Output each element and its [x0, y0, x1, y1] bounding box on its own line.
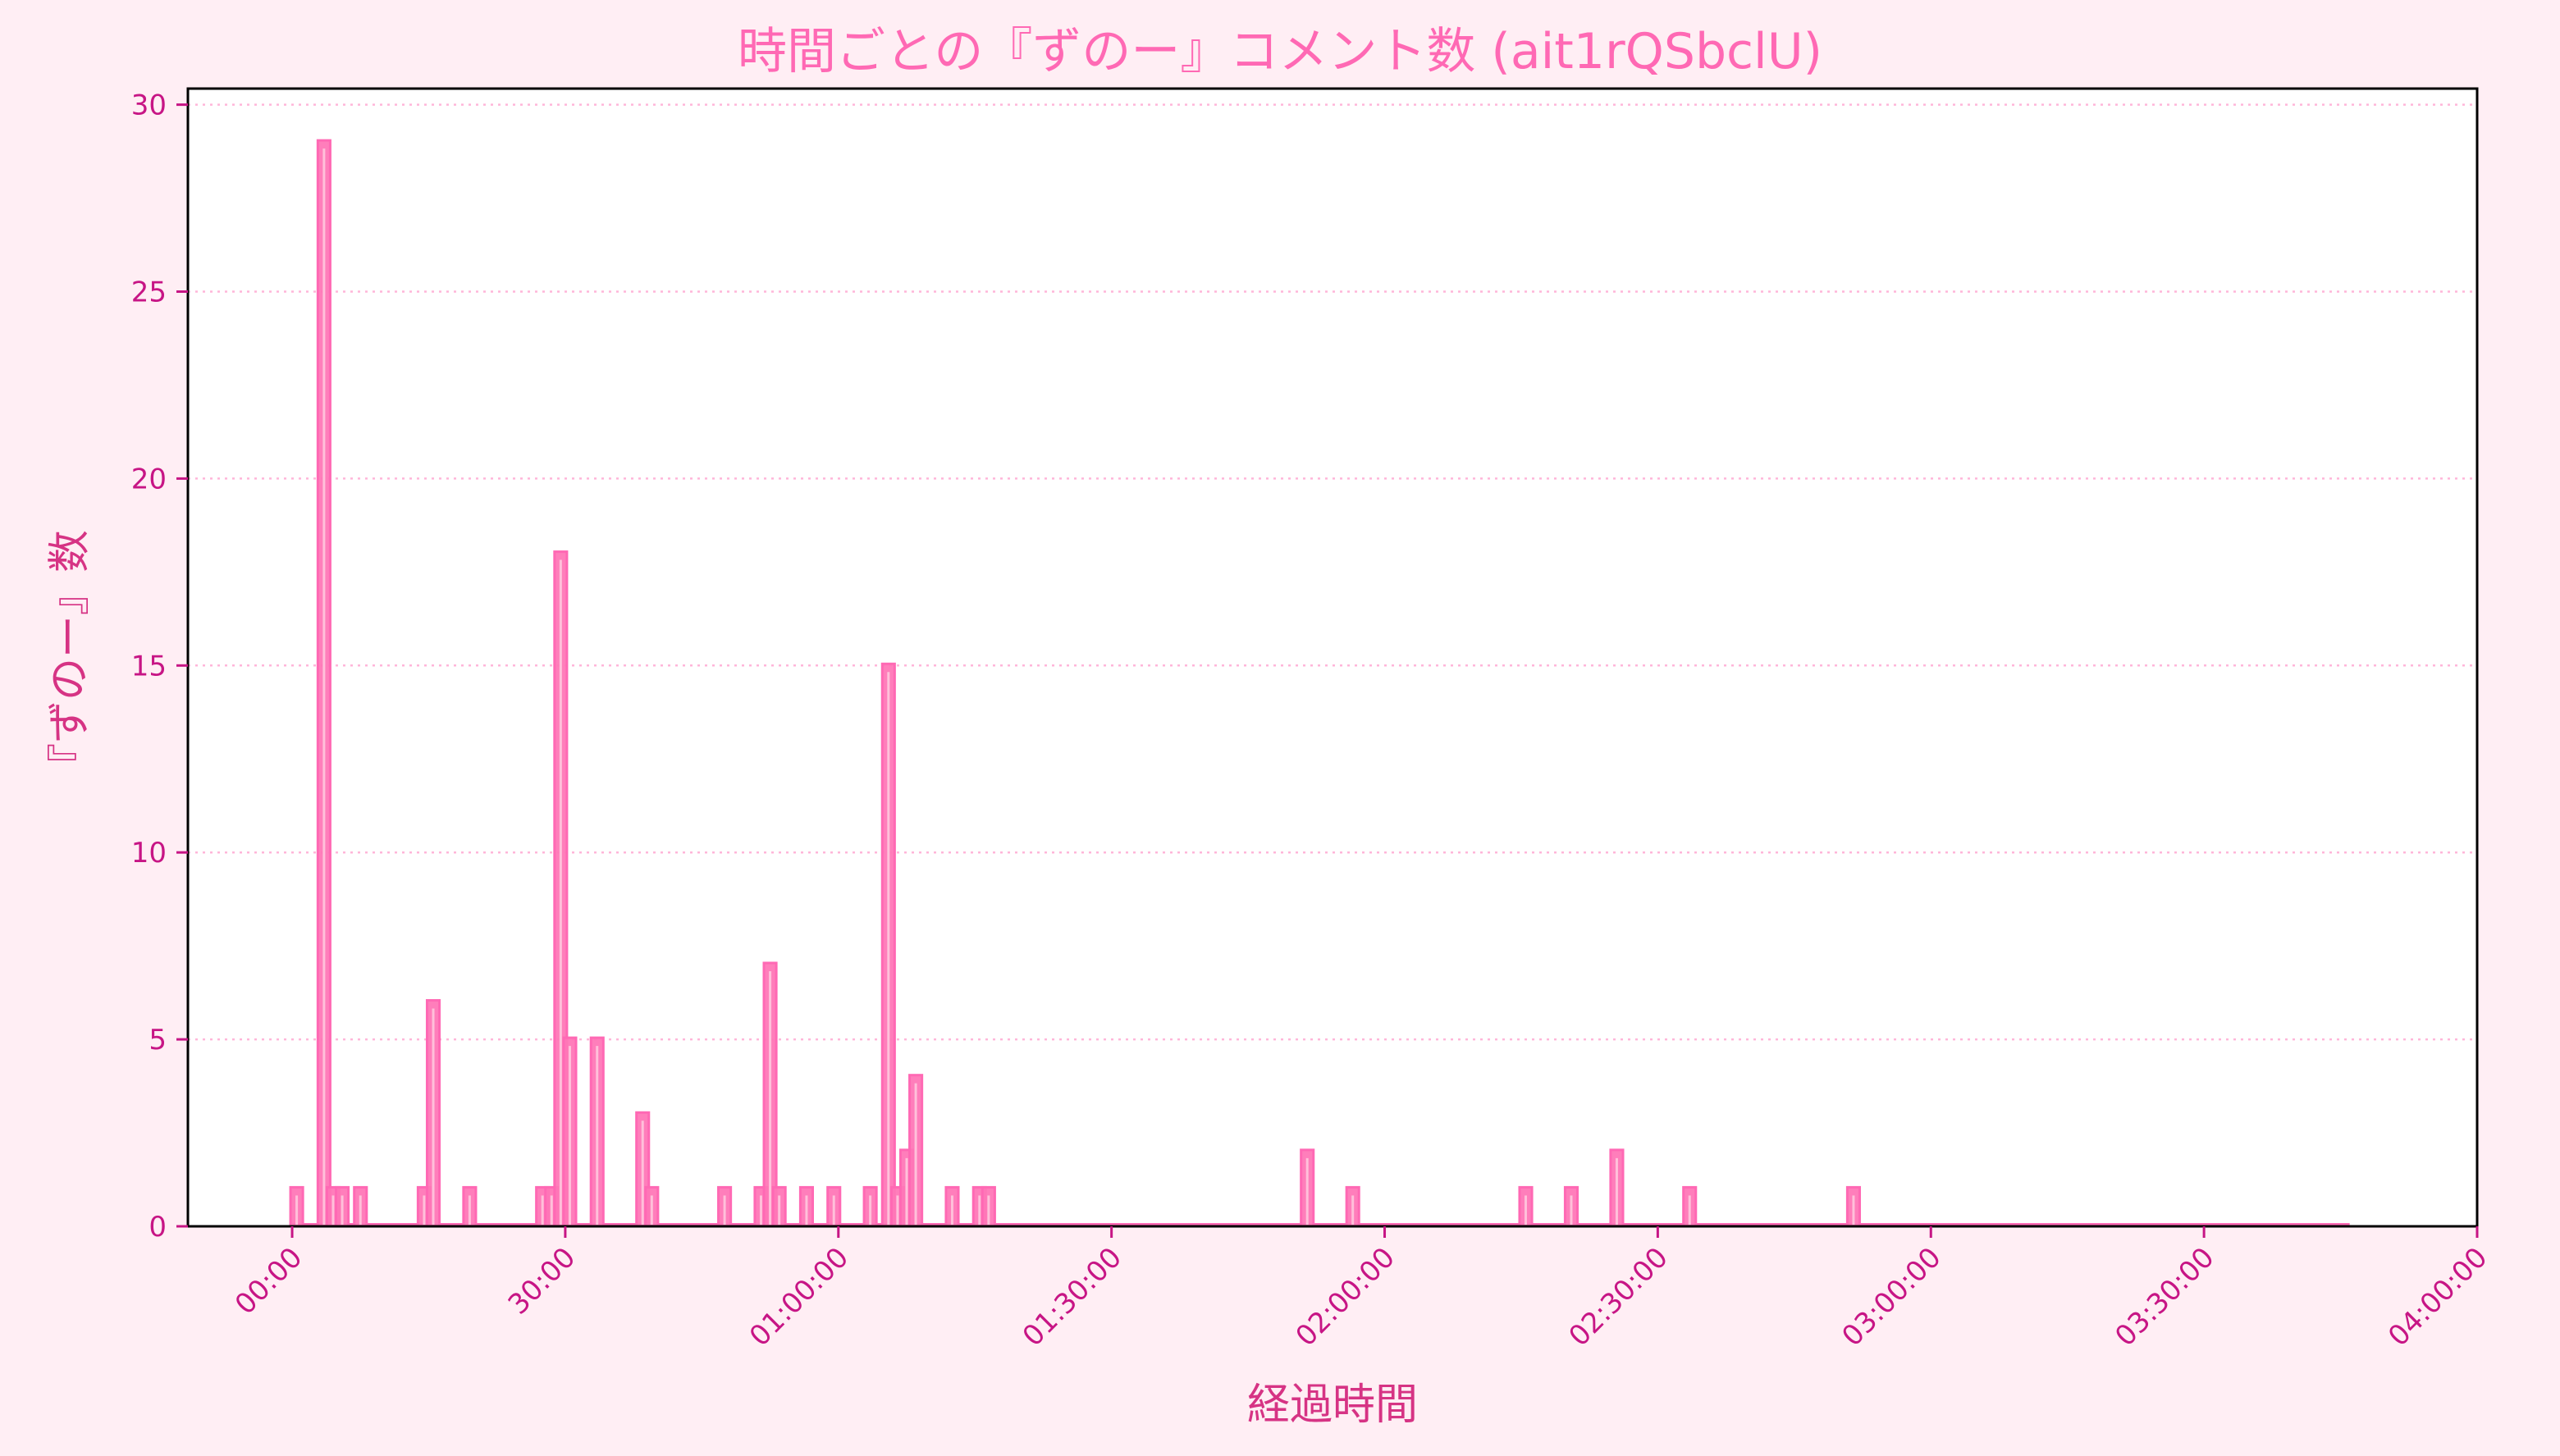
x-tick-label: 30:00: [502, 1241, 583, 1321]
chart-title: 時間ごとの『ずのー』コメント数 (ait1rQSbclU): [737, 23, 1823, 80]
x-tick-label: 04:00:00: [2382, 1241, 2494, 1353]
y-tick-label: 5: [149, 1024, 167, 1057]
x-tick-label: 03:30:00: [2109, 1241, 2220, 1353]
x-tick-label: 02:00:00: [1290, 1241, 1401, 1353]
x-tick-label: 01:00:00: [743, 1241, 855, 1353]
y-tick-label: 0: [149, 1211, 167, 1244]
y-axis-label: 『ずのー』数: [45, 529, 95, 787]
y-tick-label: 15: [131, 650, 167, 682]
x-tick-label: 03:00:00: [1835, 1241, 1947, 1353]
y-tick-label: 30: [131, 89, 167, 122]
x-tick-label: 02:30:00: [1562, 1241, 1674, 1353]
zero-bars-baseline: [292, 1223, 2350, 1226]
x-axis-label: 経過時間: [1246, 1381, 1418, 1430]
plot-background: [188, 89, 2477, 1226]
x-tick-label: 01:30:00: [1017, 1241, 1128, 1353]
y-tick-label: 25: [131, 276, 167, 308]
y-tick-label: 10: [131, 837, 167, 869]
y-tick-label: 20: [131, 463, 167, 495]
x-tick-label: 00:00: [229, 1241, 309, 1321]
plot-frame: [186, 87, 2479, 1228]
